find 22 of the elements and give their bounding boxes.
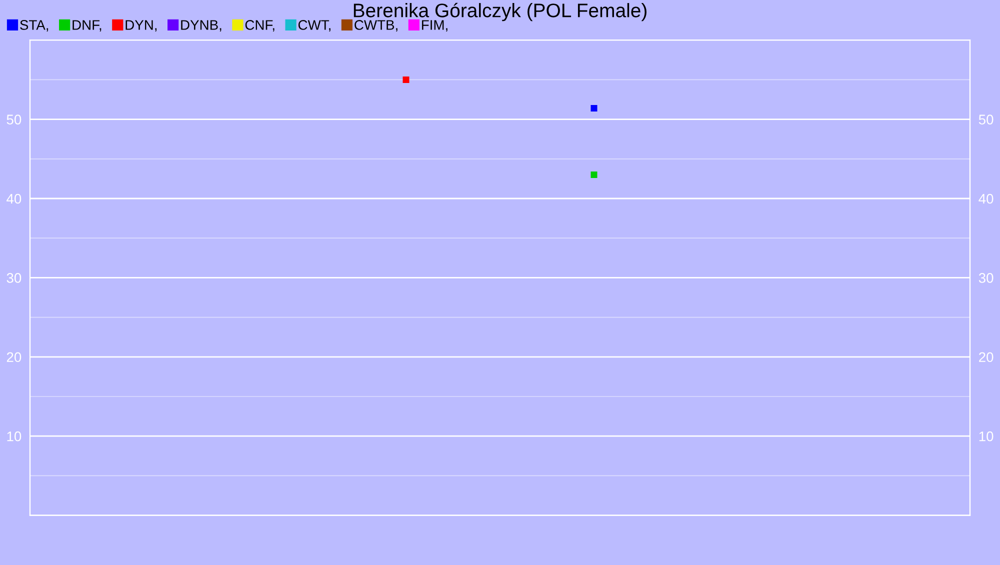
y-tick-label: 30 — [6, 273, 22, 283]
y-tick-label: 50 — [6, 114, 22, 124]
legend-label: DNF, — [72, 20, 102, 32]
y-tick-label: 40 — [6, 194, 22, 204]
legend-label: CWT, — [298, 20, 330, 32]
point — [590, 104, 598, 112]
legend-label: CWTB, — [354, 20, 398, 32]
legend-label: DYNB, — [181, 20, 222, 32]
point — [402, 76, 410, 83]
legend-label: DYN, — [126, 20, 157, 32]
y2-tick-label: 10 — [979, 431, 994, 442]
chart-title: Berenika Góralczyk (POL Female) — [354, 2, 646, 22]
y-tick-label: 10 — [7, 431, 22, 442]
y2-tick-label: 20 — [979, 352, 994, 362]
y-tick-label: 20 — [6, 352, 22, 362]
legend-label: CNF, — [245, 20, 274, 32]
point — [590, 171, 598, 178]
y2-tick-label: 50 — [978, 114, 994, 124]
y2-tick-label: 40 — [978, 194, 994, 204]
y2-tick-label: 30 — [978, 273, 994, 283]
legend-label: STA, — [20, 20, 48, 32]
legend-label: FIM, — [422, 20, 448, 32]
